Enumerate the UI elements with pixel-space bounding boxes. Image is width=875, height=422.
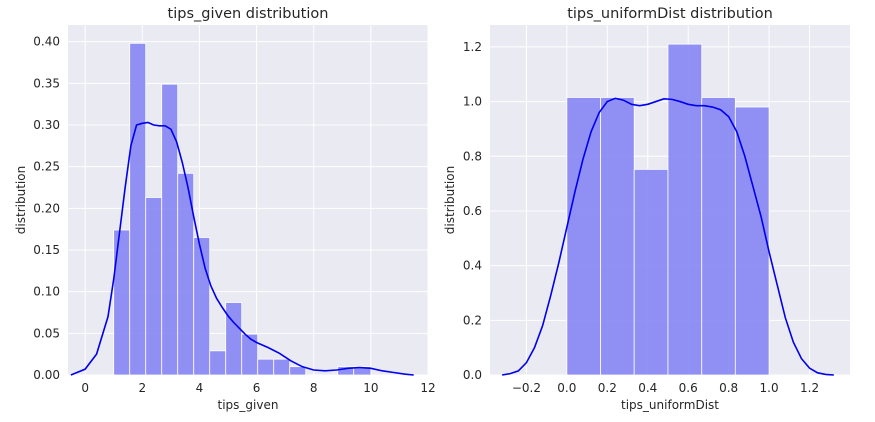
y-tick-label: 0.15 xyxy=(33,243,60,257)
y-tick-label: 0.8 xyxy=(463,149,482,163)
y-tick-label: 0.40 xyxy=(33,35,60,49)
x-tick-label: 0.8 xyxy=(719,381,738,395)
x-tick-labels: 0 2 4 6 8 10 12 xyxy=(81,381,435,395)
histogram-bar xyxy=(600,97,635,376)
x-tick-label: 12 xyxy=(420,381,435,395)
y-tick-label: 0.25 xyxy=(33,160,60,174)
histogram-bar xyxy=(353,366,372,376)
kde-curve xyxy=(70,121,414,376)
x-tick-labels: −0.2 0.0 0.2 0.4 0.6 0.8 1.0 1.2 xyxy=(512,381,819,395)
y-tick-label: 0.2 xyxy=(463,313,482,327)
y-tick-label: 1.2 xyxy=(463,40,482,54)
y-tick-labels: 0.00 0.05 0.10 0.15 0.20 0.25 0.30 0.35 0.40 xyxy=(33,35,60,382)
x-tick-label: 0.4 xyxy=(638,381,657,395)
x-tick-label: 0.2 xyxy=(598,381,617,395)
chart-title: tips_uniformDist distribution xyxy=(567,6,773,22)
x-tick-label: −0.2 xyxy=(512,381,541,395)
tips-uniformdist-chart: −0.2 0.0 0.2 0.4 0.6 0.8 1.0 1.2 0.00.20.40.60.… xyxy=(443,6,850,412)
histogram-bar xyxy=(633,168,669,376)
x-tick-label: 4 xyxy=(196,381,204,395)
x-tick-label: 1.0 xyxy=(760,381,779,395)
x-tick-label: 0.0 xyxy=(557,381,576,395)
histogram-bar xyxy=(257,358,275,376)
y-tick-label: 0.35 xyxy=(33,76,60,90)
histogram-bar xyxy=(209,350,227,376)
chart-title: tips_given distribution xyxy=(168,6,329,22)
y-tick-label: 0.10 xyxy=(33,285,60,299)
x-tick-label: 0 xyxy=(81,381,89,395)
x-axis-label: tips_uniformDist xyxy=(621,398,719,412)
kde-curve xyxy=(501,97,834,376)
x-tick-label: 2 xyxy=(138,381,146,395)
y-tick-label: 0.05 xyxy=(33,326,60,340)
histogram-bar xyxy=(566,97,602,376)
histogram-bar xyxy=(289,366,307,376)
y-tick-label: 0.00 xyxy=(33,368,60,382)
y-tick-label: 0.0 xyxy=(463,368,482,382)
histogram-bar xyxy=(113,229,131,376)
y-tick-labels: 0.0 0.2 0.4 0.6 0.8 1.0 1.2 xyxy=(463,40,482,382)
histogram-bar xyxy=(145,197,163,376)
histogram-bar xyxy=(241,333,259,376)
histogram-bars xyxy=(113,42,372,376)
histogram-bar xyxy=(734,106,770,376)
x-tick-label: 0.6 xyxy=(679,381,698,395)
histogram-bars xyxy=(566,43,770,376)
histogram-bar xyxy=(225,302,243,376)
y-tick-label: 0.4 xyxy=(463,259,482,273)
x-tick-label: 6 xyxy=(253,381,261,395)
y-tick-label: 0.6 xyxy=(463,204,482,218)
histogram-bar xyxy=(667,43,703,376)
histogram-bar xyxy=(129,42,147,376)
histogram-bar xyxy=(193,237,211,376)
x-axis-label: tips_given xyxy=(218,398,279,412)
x-tick-label: 8 xyxy=(310,381,318,395)
y-tick-label: 0.30 xyxy=(33,118,60,132)
y-tick-label: 1.0 xyxy=(463,95,482,109)
x-tick-label: 10 xyxy=(363,381,378,395)
histogram-bar xyxy=(701,97,736,376)
y-tick-label: 0.20 xyxy=(33,201,60,215)
histogram-bar xyxy=(273,358,291,376)
tips-given-chart: 0 2 4 6 8 10 12 0.000.050.100.150.200.250.300.… xyxy=(14,6,436,412)
y-axis-label: distribution xyxy=(14,166,28,234)
x-tick-label: 1.2 xyxy=(800,381,819,395)
y-axis-label: distribution xyxy=(443,166,457,234)
